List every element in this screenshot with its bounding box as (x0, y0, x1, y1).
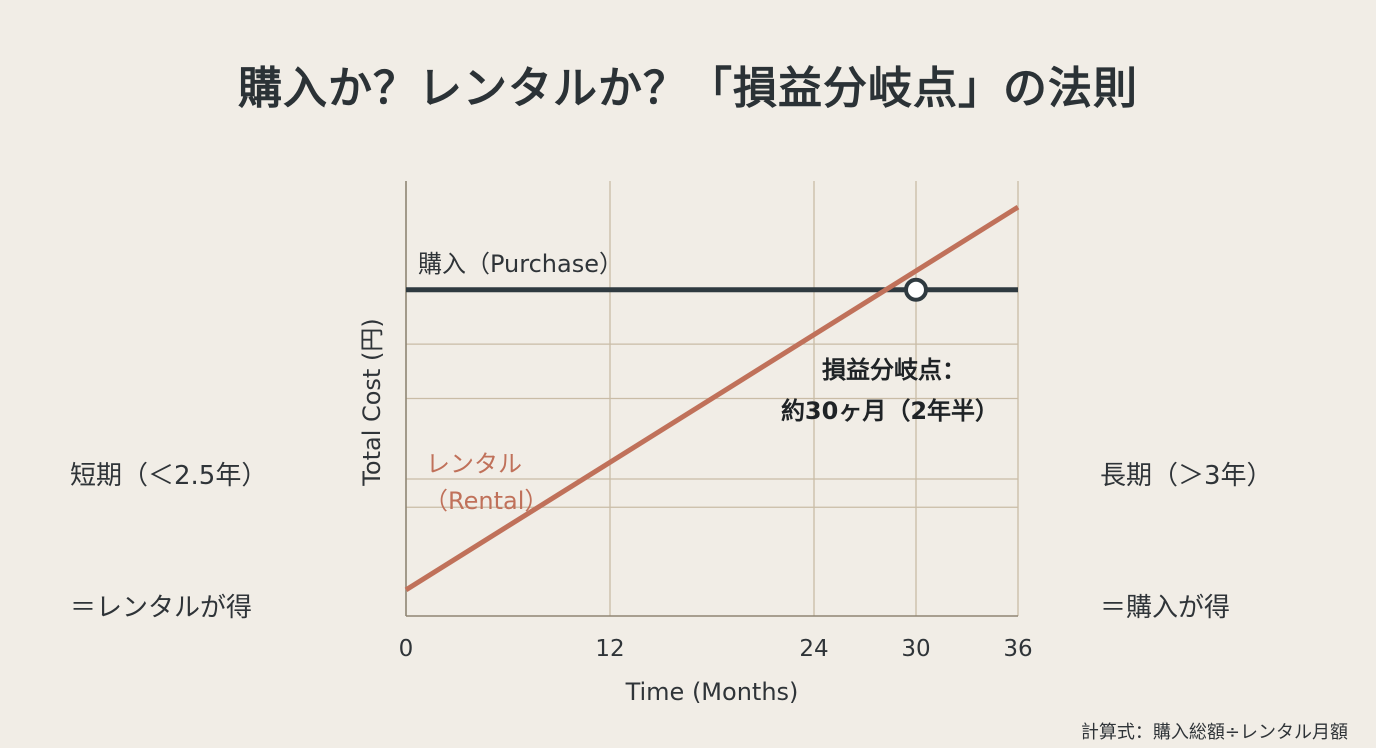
breakeven-label-detail: 約30ヶ月（2年半） (781, 397, 999, 425)
purchase-series-label: 購入（Purchase） (418, 250, 623, 278)
x-tick-label: 36 (1003, 636, 1032, 662)
page-title: 購入か？レンタルか？「損益分岐点」の法則 (238, 63, 1138, 114)
y-axis-label: Total Cost (円) (358, 318, 386, 486)
chart-labels: 購入（Purchase） レンタル （Rental） 損益分岐点： 約30ヶ月（… (358, 250, 999, 706)
x-tick-label: 24 (799, 636, 828, 662)
formula-note: 計算式：購入総額÷レンタル月額 (1080, 722, 1348, 743)
short-term-note-line1: 短期（＜2.5年） (70, 461, 268, 491)
long-term-note-line1: 長期（＞3年） (1100, 461, 1273, 491)
long-term-note: 長期（＞3年） ＝購入が得 (1100, 366, 1273, 674)
breakeven-label: 損益分岐点： (822, 356, 966, 384)
rental-series-label: レンタル (426, 450, 522, 478)
short-term-note: 短期（＜2.5年） ＝レンタルが得 (70, 366, 267, 674)
x-tick-label: 12 (595, 636, 624, 662)
rental-series-label-sub: （Rental） (424, 487, 548, 515)
breakeven-marker (904, 277, 928, 302)
axes: 0 12 24 30 36 (399, 181, 1033, 662)
x-axis-label: Time (Months) (625, 678, 799, 706)
series (404, 204, 1020, 593)
rental-line (404, 204, 1020, 593)
long-term-note-line2: ＝購入が得 (1100, 593, 1231, 623)
x-tick-label: 30 (901, 636, 930, 662)
short-term-note-line2: ＝レンタルが得 (70, 593, 253, 623)
x-tick-label: 0 (399, 636, 414, 662)
